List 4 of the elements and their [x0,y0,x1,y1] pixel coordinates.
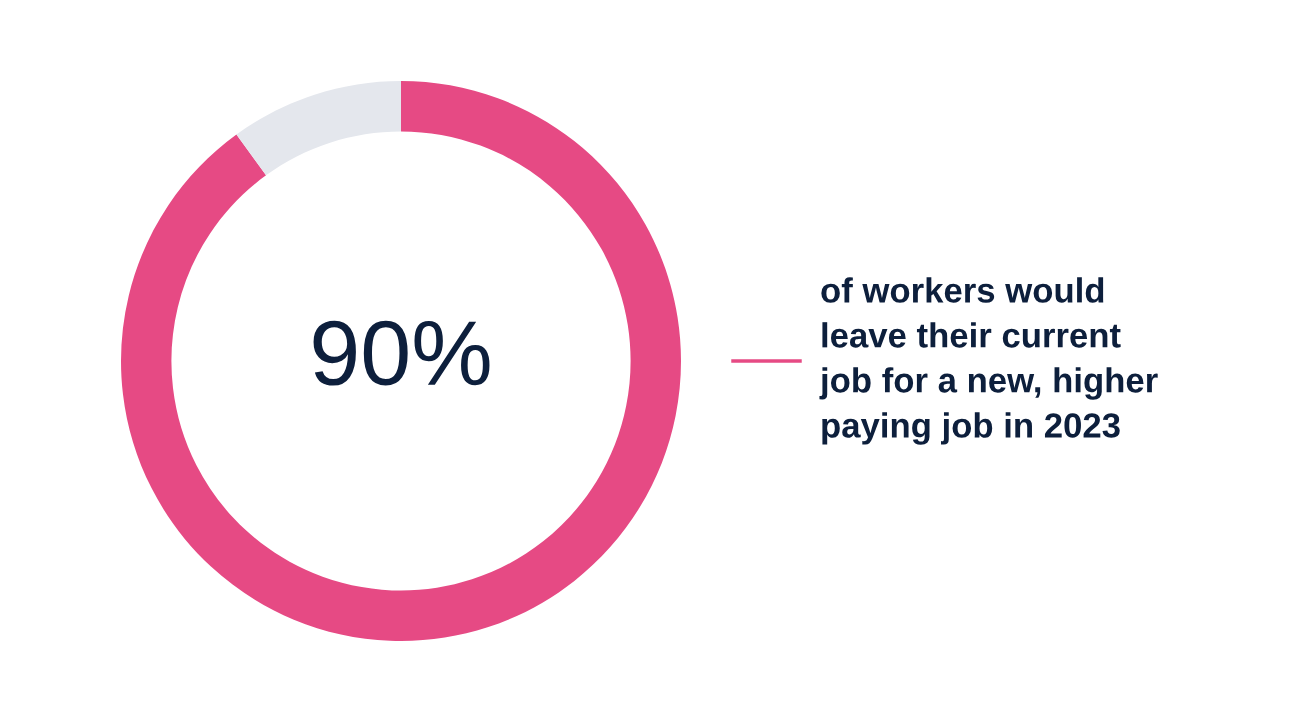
donut-slice [236,81,401,176]
donut-slice [121,81,681,641]
text: of workers would leave their current job for a new, higher paying job in 2023 [819,277,1158,445]
data-label: 90% [313,320,490,386]
